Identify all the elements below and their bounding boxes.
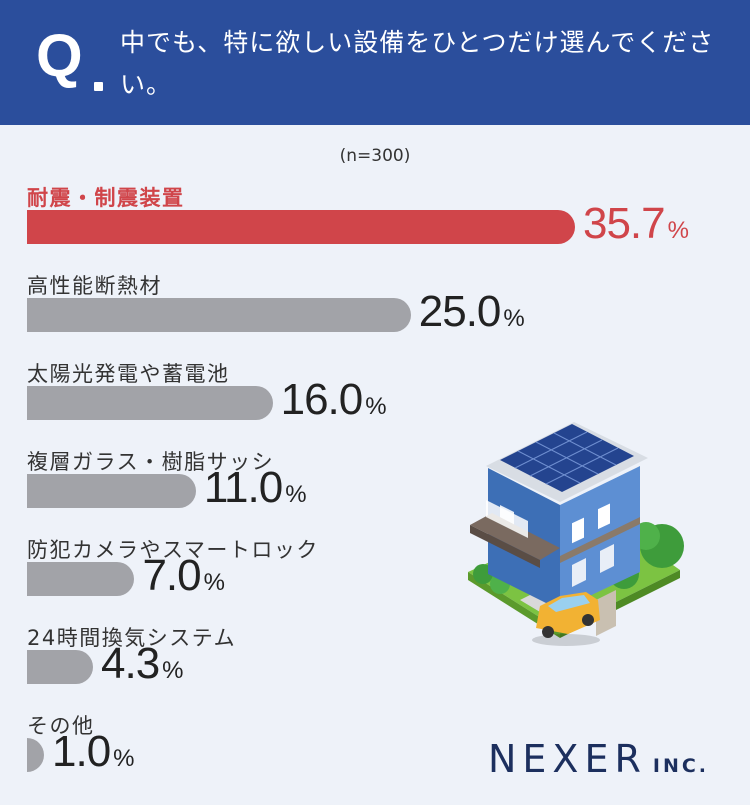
value-unit: %	[203, 569, 225, 596]
question-header: Q 中でも、特に欲しい設備をひとつだけ選んでください。	[0, 0, 750, 125]
value-unit: %	[667, 217, 689, 244]
value-label: 35.7%	[583, 202, 689, 246]
sample-size-note: (n=300)	[339, 146, 411, 166]
category-label: 高性能断熱材	[27, 274, 162, 298]
value-unit: %	[113, 745, 135, 772]
bar	[27, 386, 273, 420]
bar	[27, 210, 575, 244]
q-dot-icon	[94, 82, 103, 91]
value-number: 35.7	[582, 199, 666, 248]
question-text: 中でも、特に欲しい設備をひとつだけ選んでください。	[120, 28, 715, 99]
value-unit: %	[162, 657, 184, 684]
q-mark: Q	[36, 22, 83, 89]
category-label: その他	[27, 714, 95, 738]
category-label: 防犯カメラやスマートロック	[27, 538, 319, 562]
bar	[27, 298, 411, 332]
value-label: 7.0%	[142, 554, 225, 598]
category-label: 耐震・制震装置	[27, 186, 185, 210]
category-label: 太陽光発電や蓄電池	[27, 362, 230, 386]
bar	[27, 650, 93, 684]
category-label: 複層ガラス・樹脂サッシ	[27, 450, 275, 474]
value-unit: %	[285, 481, 307, 508]
value-label: 4.3%	[101, 642, 184, 686]
value-unit: %	[365, 393, 387, 420]
bar	[27, 562, 135, 596]
house-with-solar-panels-and-car-icon	[468, 422, 684, 646]
value-number: 25.0	[418, 287, 502, 336]
value-label: 16.0%	[281, 378, 387, 422]
value-number: 1.0	[52, 727, 111, 776]
logo-suffix: INC.	[652, 755, 710, 777]
value-label: 11.0%	[204, 466, 307, 510]
value-label: 1.0%	[52, 730, 135, 774]
value-number: 7.0	[142, 551, 201, 600]
category-label: 24時間換気システム	[27, 626, 237, 650]
value-number: 11.0	[203, 463, 283, 512]
value-number: 4.3	[101, 639, 160, 688]
company-logo: NEXER INC.	[488, 740, 709, 778]
value-label: 25.0%	[419, 290, 525, 334]
logo-main: NEXER	[488, 737, 647, 781]
value-unit: %	[503, 305, 525, 332]
bar	[27, 738, 44, 772]
bar	[27, 474, 196, 508]
value-number: 16.0	[280, 375, 364, 424]
